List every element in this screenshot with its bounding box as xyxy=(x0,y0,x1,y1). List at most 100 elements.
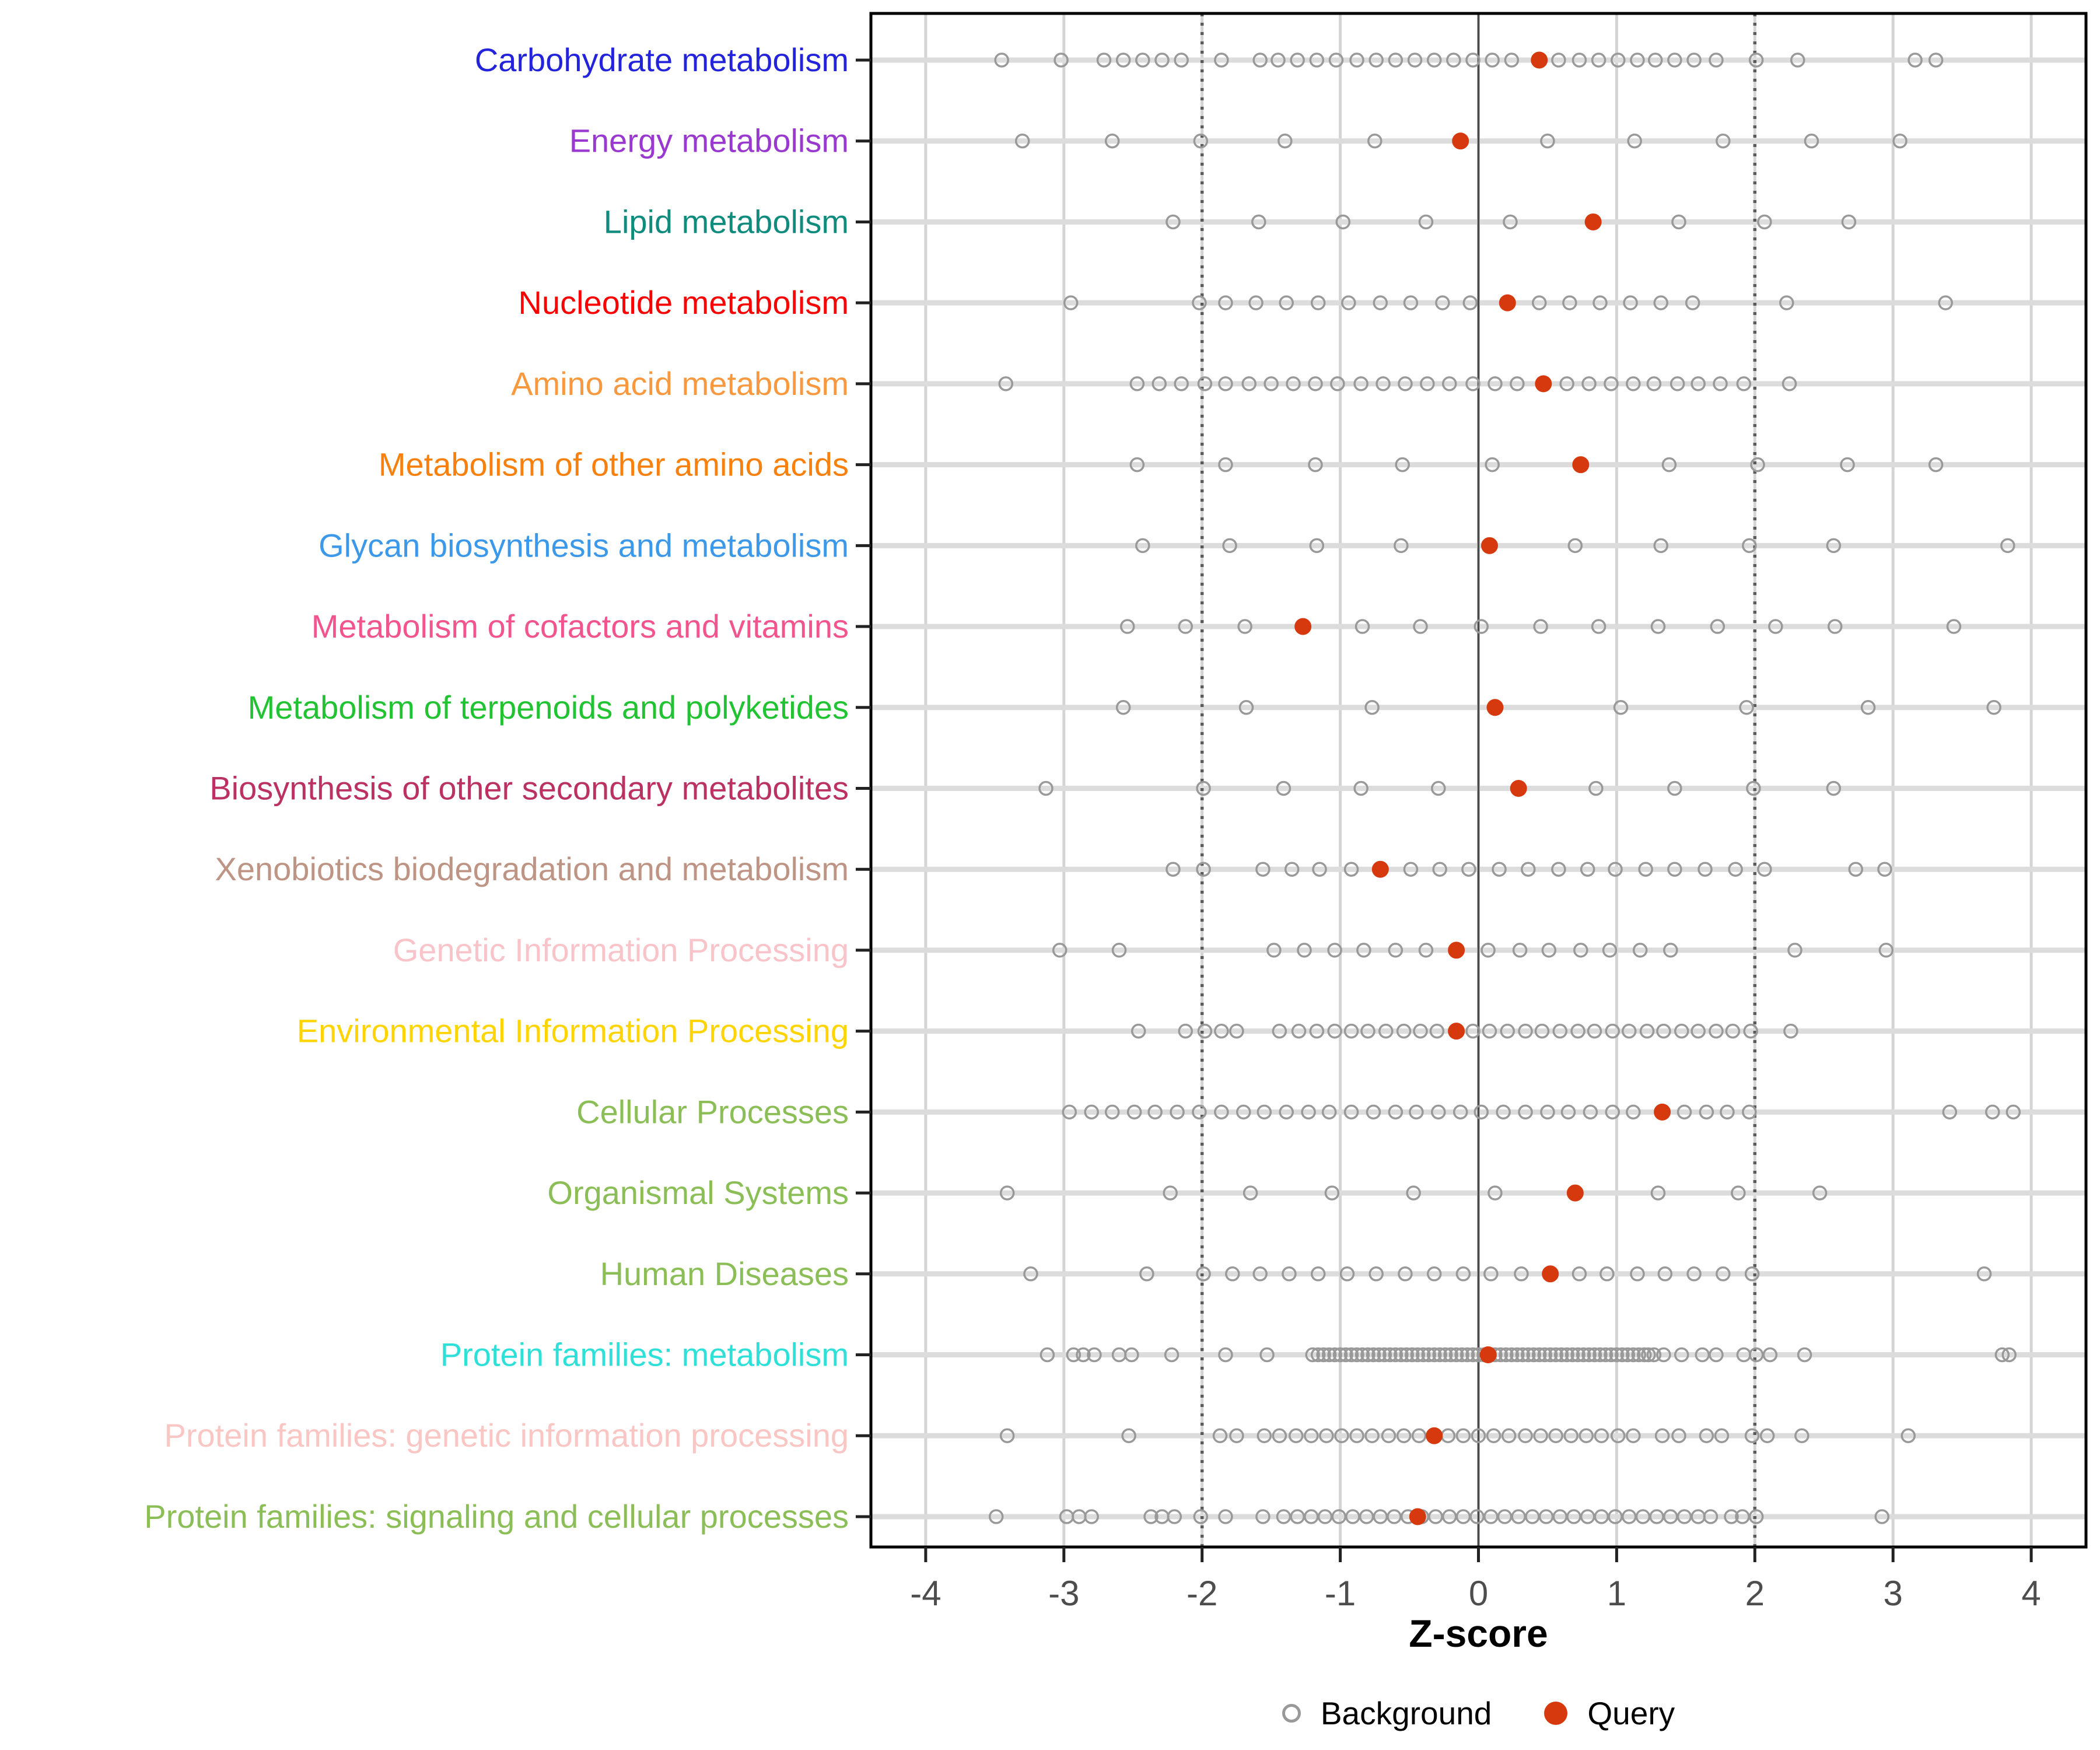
background-point xyxy=(1611,1428,1626,1443)
background-point xyxy=(1646,1347,1662,1363)
row-points xyxy=(1115,699,2001,716)
background-point xyxy=(1860,700,1876,715)
background-point xyxy=(1928,52,1944,68)
background-point xyxy=(1892,133,1908,149)
background-point xyxy=(1399,1347,1415,1363)
background-point xyxy=(1779,295,1794,310)
background-point xyxy=(1690,376,1706,391)
background-point xyxy=(1514,1266,1529,1282)
background-point xyxy=(1460,1347,1475,1363)
background-point xyxy=(1130,1023,1146,1039)
background-point xyxy=(1985,1104,2000,1120)
row-points xyxy=(998,375,1797,393)
background-point xyxy=(1674,1347,1689,1363)
background-point xyxy=(1804,133,1819,149)
background-point xyxy=(1647,52,1663,68)
category-label: Metabolism of cofactors and vitamins xyxy=(312,608,849,645)
background-point xyxy=(1638,862,1653,877)
background-point xyxy=(1510,376,1525,391)
background-point xyxy=(1289,1428,1304,1443)
category-label: Cellular Processes xyxy=(576,1093,849,1130)
background-point xyxy=(1541,943,1557,958)
background-point xyxy=(1218,376,1233,391)
row-points xyxy=(999,1427,1916,1444)
x-tick-label: -1 xyxy=(1325,1574,1356,1613)
background-point xyxy=(1639,1023,1655,1039)
x-tick-label: 2 xyxy=(1745,1574,1765,1613)
background-point xyxy=(1418,943,1434,958)
category-label: Environmental Information Processing xyxy=(297,1013,849,1049)
background-point xyxy=(1178,1023,1194,1039)
background-point xyxy=(1942,1104,1958,1120)
background-point xyxy=(1592,295,1608,310)
background-point xyxy=(1395,457,1410,473)
query-point xyxy=(1426,1427,1443,1444)
background-point xyxy=(1553,1347,1569,1363)
background-point xyxy=(1305,1347,1320,1363)
background-point xyxy=(1309,52,1325,68)
background-point xyxy=(1548,1428,1563,1443)
background-point xyxy=(1563,1428,1578,1443)
background-point xyxy=(1394,1347,1409,1363)
background-point xyxy=(1750,457,1765,473)
background-point xyxy=(1518,1104,1533,1120)
background-point xyxy=(1710,619,1726,634)
background-point xyxy=(1946,619,1962,634)
query-point xyxy=(1654,1103,1671,1121)
row-points xyxy=(999,1184,1828,1202)
background-point xyxy=(1349,52,1364,68)
background-point xyxy=(1301,1104,1316,1120)
background-point xyxy=(1330,376,1345,391)
background-point xyxy=(1500,1023,1515,1039)
background-point xyxy=(1598,1347,1614,1363)
query-point xyxy=(1409,1508,1426,1525)
background-point xyxy=(1783,1023,1798,1039)
background-point xyxy=(1570,1023,1586,1039)
category-label: Metabolism of terpenoids and polyketides xyxy=(248,689,849,726)
background-point xyxy=(1578,1428,1594,1443)
background-point xyxy=(1432,862,1447,877)
background-point xyxy=(1338,1347,1353,1363)
x-tick-label: 1 xyxy=(1607,1574,1626,1613)
background-point xyxy=(999,1428,1015,1443)
background-point xyxy=(1378,1023,1394,1039)
background-point xyxy=(1615,1347,1630,1363)
background-point xyxy=(1518,1023,1533,1039)
background-point xyxy=(1605,1023,1620,1039)
background-point xyxy=(1197,1023,1213,1039)
background-point xyxy=(1540,133,1555,149)
category-label: Carbohydrate metabolism xyxy=(475,41,849,78)
background-point xyxy=(1626,1347,1641,1363)
background-point xyxy=(1023,1266,1038,1282)
background-point xyxy=(1533,1428,1548,1443)
background-point xyxy=(1559,376,1574,391)
background-point xyxy=(1531,295,1547,310)
background-point xyxy=(1465,52,1480,68)
background-point xyxy=(1212,1428,1228,1443)
background-point xyxy=(1353,780,1368,796)
background-point xyxy=(1426,1266,1442,1282)
background-point xyxy=(1388,1104,1404,1120)
background-point xyxy=(1840,457,1855,473)
row-points xyxy=(1129,456,1944,474)
background-point xyxy=(1328,52,1344,68)
background-point xyxy=(1218,295,1233,310)
background-point xyxy=(998,376,1014,391)
background-point xyxy=(1685,295,1700,310)
background-point xyxy=(1270,52,1286,68)
query-point xyxy=(1448,942,1465,959)
background-point xyxy=(1782,376,1797,391)
background-point xyxy=(1637,1347,1652,1363)
background-point xyxy=(1482,1023,1497,1039)
background-point xyxy=(1515,1347,1531,1363)
background-point xyxy=(1620,1347,1636,1363)
background-point xyxy=(1576,1347,1591,1363)
background-point xyxy=(1592,1347,1608,1363)
background-point xyxy=(1398,1266,1413,1282)
background-point xyxy=(1170,1104,1185,1120)
background-point xyxy=(1976,1266,1992,1282)
query-point xyxy=(1499,294,1516,312)
background-point xyxy=(1248,295,1264,310)
background-point xyxy=(1343,1023,1359,1039)
